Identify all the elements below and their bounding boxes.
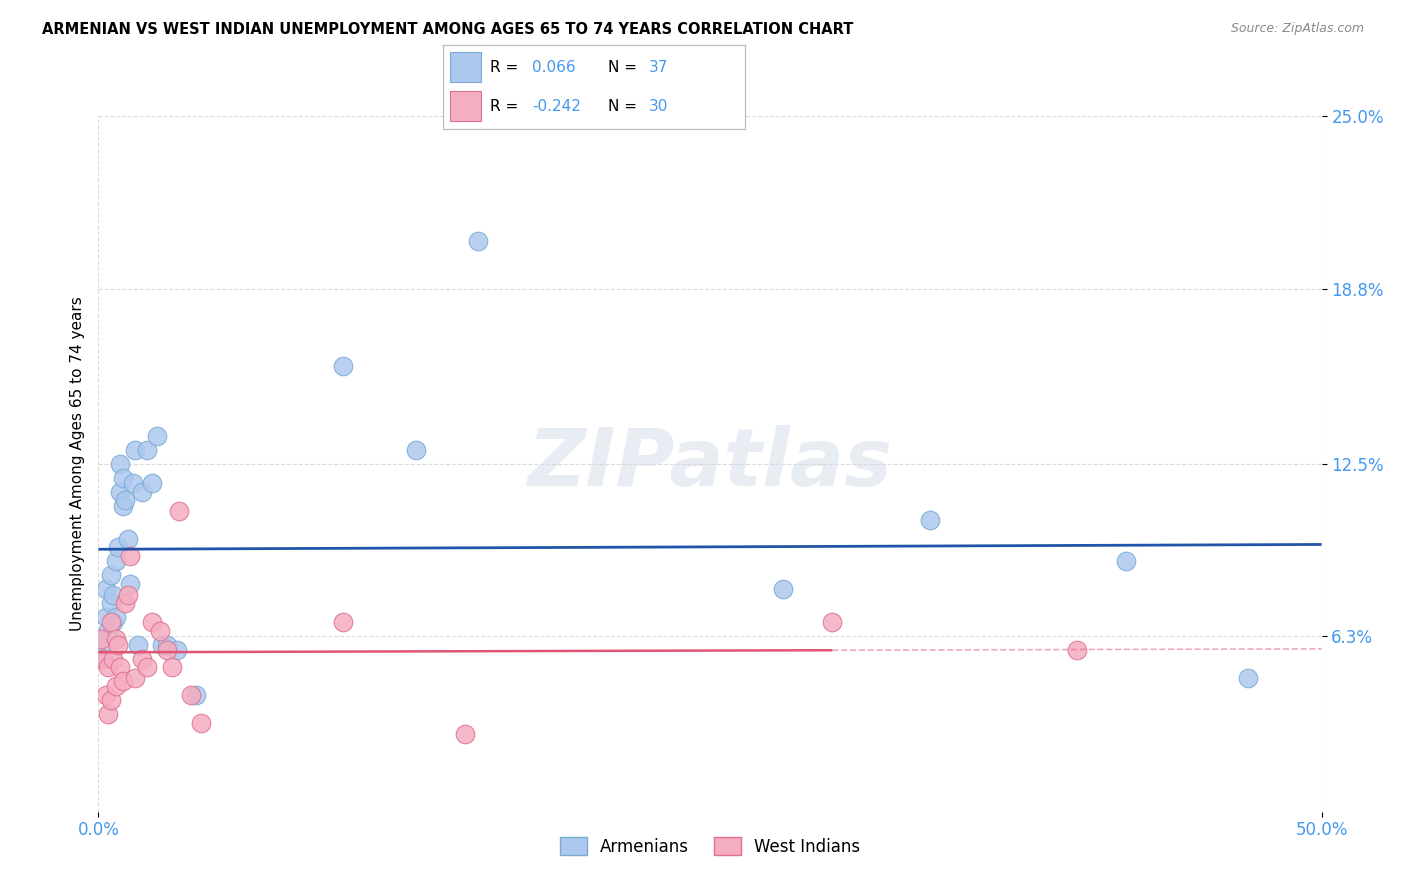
Text: Source: ZipAtlas.com: Source: ZipAtlas.com <box>1230 22 1364 36</box>
Point <box>97 624 120 638</box>
Point <box>821 615 844 630</box>
Point <box>114 596 136 610</box>
Point <box>180 688 202 702</box>
Point <box>101 651 124 665</box>
Point <box>100 615 122 630</box>
Point <box>110 660 132 674</box>
Point <box>1115 554 1137 568</box>
Text: 0.066: 0.066 <box>531 60 575 75</box>
FancyBboxPatch shape <box>450 53 481 82</box>
Point <box>1066 643 1088 657</box>
Point <box>107 638 129 652</box>
Point <box>405 442 427 457</box>
Point <box>136 442 159 457</box>
Point <box>94 688 117 702</box>
Point <box>131 484 153 499</box>
Point <box>467 234 489 248</box>
Point <box>160 660 183 674</box>
Point <box>332 359 354 374</box>
Text: R =: R = <box>489 60 523 75</box>
Text: N =: N = <box>607 60 641 75</box>
Legend: Armenians, West Indians: Armenians, West Indians <box>554 830 866 863</box>
Point <box>121 476 143 491</box>
Point <box>150 638 173 652</box>
Point <box>91 651 114 665</box>
Point <box>111 499 134 513</box>
Point <box>104 610 127 624</box>
Y-axis label: Unemployment Among Ages 65 to 74 years: Unemployment Among Ages 65 to 74 years <box>69 296 84 632</box>
Point <box>149 624 172 638</box>
Point <box>136 660 159 674</box>
Point <box>100 693 122 707</box>
Point <box>110 484 132 499</box>
Point <box>111 673 134 688</box>
Point <box>120 576 142 591</box>
Point <box>131 651 153 665</box>
Point <box>101 615 124 630</box>
Point <box>117 588 139 602</box>
Point <box>156 638 179 652</box>
Text: 37: 37 <box>648 60 668 75</box>
Point <box>101 588 124 602</box>
Point <box>90 632 112 647</box>
Point <box>100 568 122 582</box>
Text: N =: N = <box>607 98 641 113</box>
Point <box>94 582 117 596</box>
Point <box>332 615 354 630</box>
Point <box>94 610 117 624</box>
Point <box>104 632 127 647</box>
Point <box>97 660 120 674</box>
Text: 30: 30 <box>648 98 668 113</box>
Point <box>920 512 942 526</box>
Point <box>100 596 122 610</box>
Point <box>97 707 120 722</box>
Point <box>141 615 163 630</box>
Point <box>146 429 169 443</box>
Text: ARMENIAN VS WEST INDIAN UNEMPLOYMENT AMONG AGES 65 TO 74 YEARS CORRELATION CHART: ARMENIAN VS WEST INDIAN UNEMPLOYMENT AMO… <box>42 22 853 37</box>
Point <box>111 471 134 485</box>
Point <box>114 493 136 508</box>
Point <box>91 651 114 665</box>
Point <box>117 532 139 546</box>
Point <box>186 688 208 702</box>
FancyBboxPatch shape <box>450 91 481 120</box>
Point <box>190 715 212 730</box>
Point <box>110 457 132 471</box>
Point <box>166 643 188 657</box>
Point <box>124 442 146 457</box>
Text: R =: R = <box>489 98 523 113</box>
Point <box>156 643 179 657</box>
Point <box>124 671 146 685</box>
Point <box>104 680 127 694</box>
Point <box>127 638 149 652</box>
Point <box>90 638 112 652</box>
Point <box>772 582 794 596</box>
Text: ZIPatlas: ZIPatlas <box>527 425 893 503</box>
Point <box>141 476 163 491</box>
Point <box>454 727 477 741</box>
Point <box>104 554 127 568</box>
Point <box>107 541 129 555</box>
Point <box>120 549 142 563</box>
Point <box>167 504 190 518</box>
Text: -0.242: -0.242 <box>531 98 581 113</box>
Point <box>1237 671 1260 685</box>
